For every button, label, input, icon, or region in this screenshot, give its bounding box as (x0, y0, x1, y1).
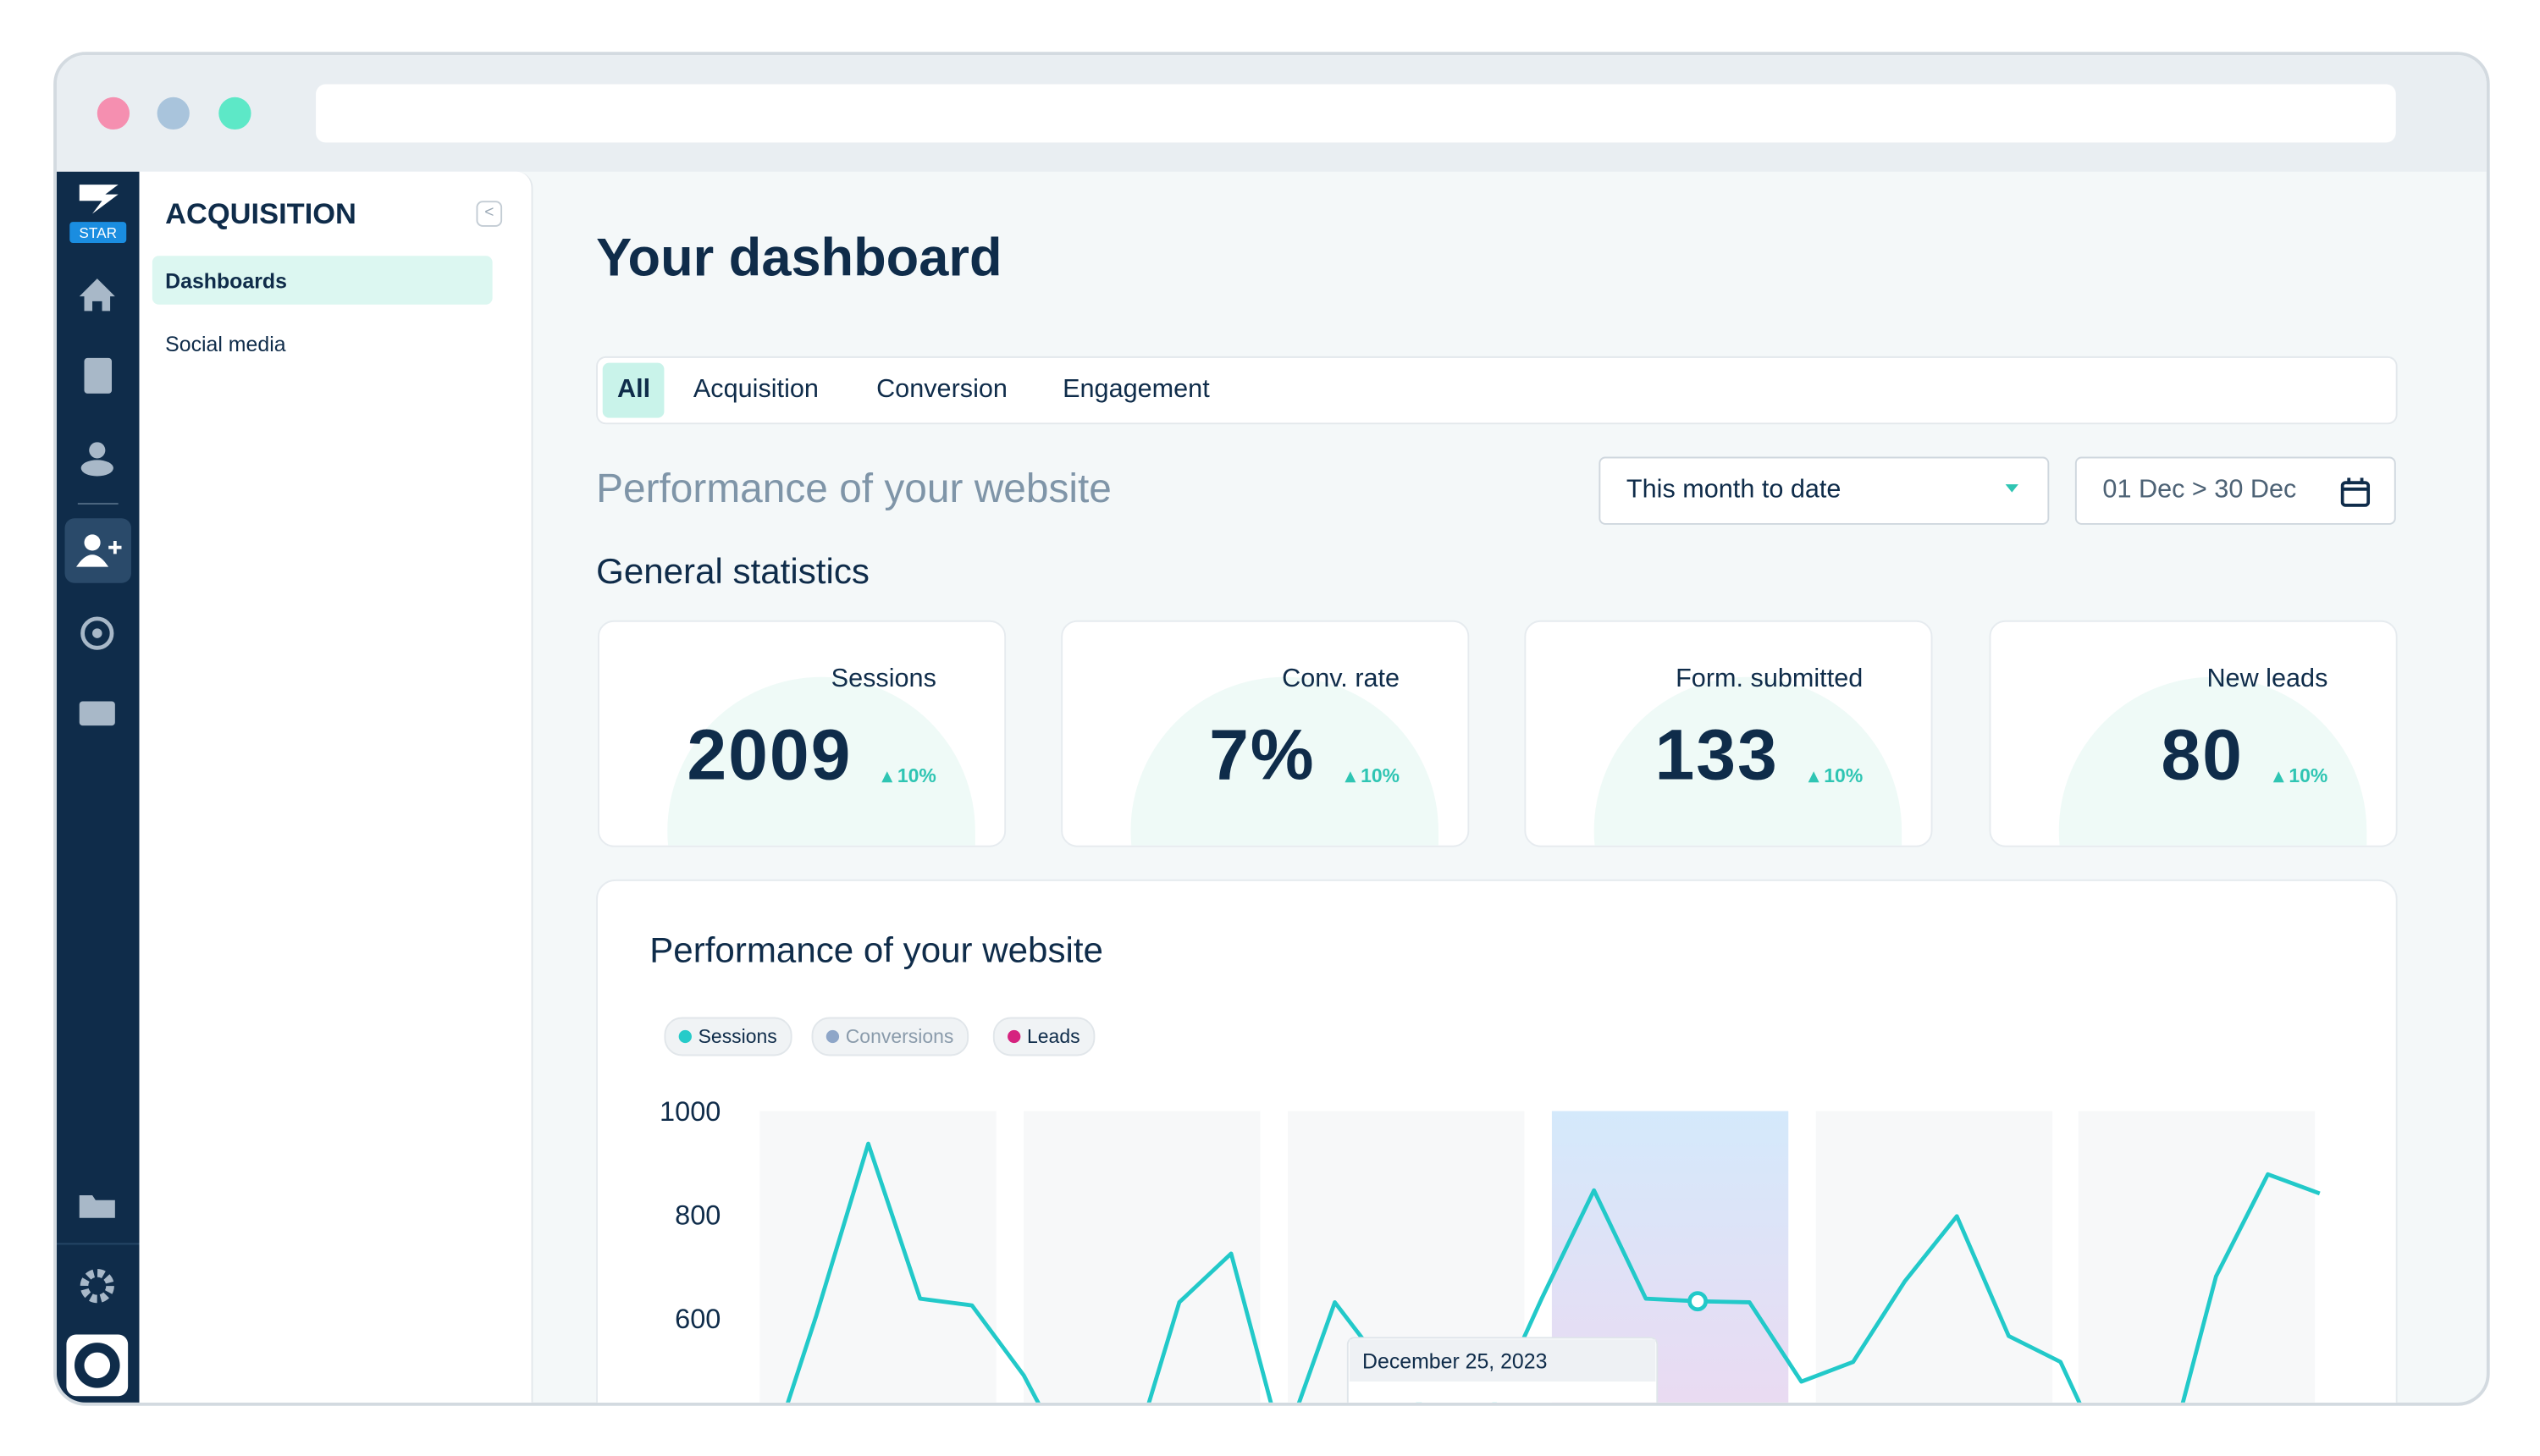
home-icon[interactable] (79, 279, 115, 312)
folder-icon[interactable] (79, 1194, 115, 1218)
nav-title: ACQUISITION (165, 197, 356, 230)
column-band (1024, 1111, 1261, 1403)
change-arrow: ▴ (2273, 764, 2289, 787)
collapse-button[interactable]: < (476, 201, 503, 227)
close-button[interactable] (97, 97, 130, 130)
legend-item[interactable]: Leads (992, 1017, 1095, 1056)
target-center (92, 628, 102, 638)
legend-label: Leads (1027, 1025, 1080, 1048)
stats-title: General statistics (596, 550, 870, 592)
stat-label: New leads (2206, 665, 2328, 693)
legend-dot (678, 1029, 692, 1044)
settings-icon[interactable] (80, 1269, 114, 1304)
stat-card: Sessions 2009 ▴ 10% (597, 620, 1007, 847)
change-arrow: ▴ (1345, 764, 1361, 787)
change-text: 10% (2289, 764, 2328, 787)
stat-label: Sessions (831, 665, 936, 693)
legend-dot (826, 1029, 840, 1044)
tab-bar: All Acquisition Conversion Engagement (596, 356, 2398, 425)
period-select[interactable]: This month to date (1599, 456, 2050, 525)
mail-icon[interactable] (79, 701, 115, 726)
browser-toolbar (56, 55, 2487, 172)
stat-value: 133 (1654, 715, 1779, 796)
stat-value: 2009 (687, 715, 853, 796)
select-value: This month to date (1626, 476, 1842, 505)
add-user-plus (75, 541, 122, 567)
nav-item[interactable]: Social media (165, 332, 286, 356)
stat-card: Conv. rate 7% ▴ 10% (1061, 620, 1470, 847)
change-text: 10% (1361, 764, 1400, 787)
select-caret (2005, 484, 2018, 493)
users-icon[interactable] (89, 442, 106, 459)
stat-change: ▴ 10% (882, 764, 936, 787)
y-tick-label: 800 (675, 1200, 721, 1230)
column-band (2078, 1111, 2316, 1403)
browser-window: STAR ACQUISITION < Dashboards Social med… (53, 52, 2490, 1406)
address-bar[interactable] (316, 84, 2396, 143)
nav-panel: ACQUISITION < Dashboards Social media (139, 171, 533, 1403)
column-band (759, 1111, 997, 1403)
stat-change: ▴ 10% (1345, 764, 1400, 787)
tab[interactable]: Engagement (1063, 375, 1210, 404)
tab[interactable]: Conversion (876, 375, 1008, 404)
stat-card: Form. submitted 133 ▴ 10% (1524, 620, 1933, 847)
legend-label: Sessions (698, 1025, 777, 1048)
change-arrow: ▴ (881, 764, 897, 787)
badge-text: STAR (79, 224, 117, 241)
stat-value: 7% (1209, 715, 1316, 796)
change-text: 10% (1824, 764, 1864, 787)
legend-dot (1008, 1029, 1021, 1044)
hover-marker (1687, 1291, 1709, 1312)
tab[interactable]: All (602, 362, 665, 418)
icon-sidebar: STAR (56, 171, 140, 1403)
book-icon[interactable] (84, 357, 113, 394)
page-title: Your dashboard (596, 226, 1002, 287)
stat-card: New leads 80 ▴ 10% (1989, 620, 2398, 847)
calendar-icon (2340, 477, 2371, 507)
avatar-ring (84, 1352, 111, 1379)
add-user-icon (84, 534, 101, 551)
column-band (1815, 1111, 2053, 1403)
legend-item[interactable]: Conversions (811, 1017, 969, 1056)
users-icon-body (80, 460, 113, 477)
legend-label: Conversions (845, 1025, 954, 1048)
y-tick-label: 600 (675, 1304, 721, 1334)
logo[interactable] (79, 185, 119, 214)
stat-label: Conv. rate (1282, 665, 1400, 693)
change-arrow: ▴ (1808, 764, 1825, 787)
line-chart: 1000 800 600 December 25, 2023 (660, 1096, 2321, 1403)
section-title: Performance of your website (596, 466, 1112, 512)
maximize-button[interactable] (218, 97, 251, 130)
nav-item[interactable]: Dashboards (165, 268, 287, 294)
chart-title: Performance of your website (649, 929, 1103, 971)
badge (69, 222, 127, 243)
tooltip-header (1349, 1339, 1656, 1382)
stat-label: Form. submitted (1676, 665, 1864, 693)
stat-change: ▴ 10% (1808, 764, 1863, 787)
target-icon[interactable] (80, 616, 114, 650)
stat-change: ▴ 10% (2273, 764, 2327, 787)
tooltip-date: December 25, 2023 (1362, 1350, 1547, 1374)
series-line (786, 1141, 2321, 1403)
sidebar-icons: STAR (56, 185, 140, 1397)
stat-value: 80 (2161, 715, 2244, 796)
tab[interactable]: Acquisition (693, 375, 819, 404)
change-text: 10% (897, 764, 936, 787)
nav-item-active[interactable]: Dashboards (152, 256, 493, 305)
y-tick-label: 1000 (660, 1096, 721, 1127)
date-range[interactable]: 01 Dec > 30 Dec (2074, 456, 2396, 525)
legend-item[interactable]: Sessions (664, 1017, 792, 1056)
date-range-text: 01 Dec > 30 Dec (2102, 476, 2297, 505)
minimize-button[interactable] (157, 97, 190, 130)
